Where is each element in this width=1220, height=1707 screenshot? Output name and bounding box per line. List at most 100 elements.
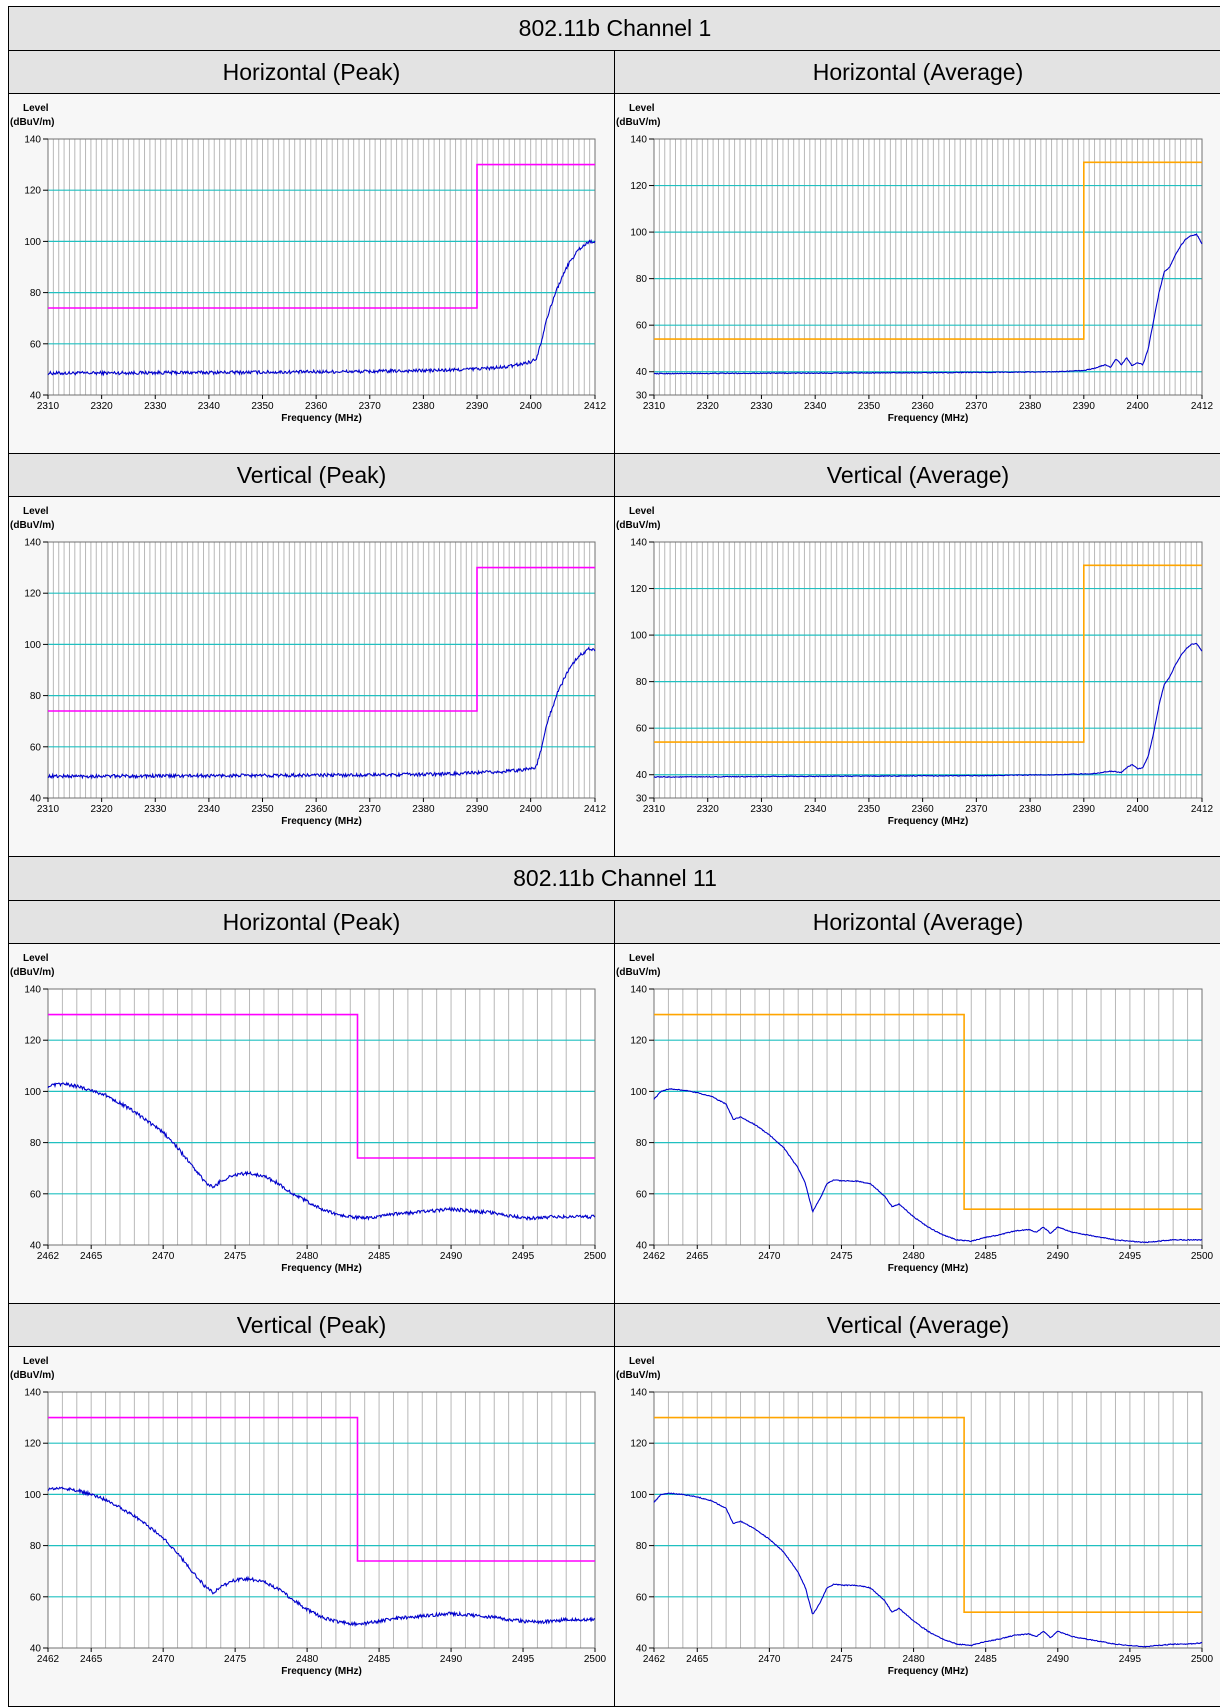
y-axis-unit: (dBuV/m) bbox=[616, 520, 660, 531]
y-tick-label: 100 bbox=[24, 640, 41, 651]
x-axis-label: Frequency (MHz) bbox=[888, 413, 969, 424]
y-tick-label: 60 bbox=[636, 1592, 648, 1603]
x-axis-label: Frequency (MHz) bbox=[888, 1263, 969, 1274]
x-tick-label: 2495 bbox=[1119, 1251, 1142, 1262]
vertical-grid bbox=[53, 542, 589, 798]
y-tick-label: 140 bbox=[24, 1388, 41, 1399]
y-tick-label: 60 bbox=[636, 724, 648, 735]
x-tick-label: 2390 bbox=[1073, 804, 1096, 815]
x-axis-label: Frequency (MHz) bbox=[281, 816, 362, 827]
y-tick-label: 80 bbox=[30, 1138, 42, 1149]
y-tick-label: 100 bbox=[630, 631, 647, 642]
x-tick-label: 2390 bbox=[466, 804, 489, 815]
chart-title-ch11-horizontal-peak: Horizontal (Peak) bbox=[9, 901, 615, 944]
x-tick-label: 2490 bbox=[440, 1251, 463, 1262]
x-tick-label: 2340 bbox=[198, 804, 221, 815]
x-tick-label: 2380 bbox=[412, 804, 435, 815]
y-tick-label: 120 bbox=[24, 1036, 41, 1047]
y-tick-label: 60 bbox=[636, 1189, 648, 1200]
y-tick-label: 80 bbox=[636, 274, 648, 285]
chart-title-ch1-vertical-average: Vertical (Average) bbox=[615, 454, 1220, 497]
x-tick-label: 2412 bbox=[1191, 401, 1214, 412]
x-tick-label: 2350 bbox=[858, 401, 881, 412]
x-tick-label: 2340 bbox=[804, 401, 827, 412]
x-tick-label: 2475 bbox=[224, 1251, 247, 1262]
y-tick-label: 100 bbox=[24, 1087, 41, 1098]
y-tick-label: 30 bbox=[636, 794, 648, 805]
x-tick-label: 2485 bbox=[368, 1251, 391, 1262]
x-tick-label: 2330 bbox=[144, 804, 167, 815]
x-tick-label: 2480 bbox=[902, 1251, 925, 1262]
x-tick-label: 2470 bbox=[758, 1251, 781, 1262]
section-title-channel-11: 802.11b Channel 11 bbox=[9, 857, 1220, 901]
y-tick-label: 140 bbox=[630, 538, 647, 549]
vertical-grid bbox=[659, 139, 1196, 395]
y-axis-unit: (dBuV/m) bbox=[616, 1370, 660, 1381]
y-tick-label: 140 bbox=[24, 538, 41, 549]
y-axis-unit: (dBuV/m) bbox=[616, 117, 660, 128]
x-tick-label: 2380 bbox=[1019, 804, 1042, 815]
y-tick-label: 40 bbox=[30, 794, 42, 805]
y-tick-label: 40 bbox=[636, 770, 648, 781]
x-tick-label: 2490 bbox=[1047, 1654, 1070, 1665]
x-tick-label: 2360 bbox=[305, 804, 328, 815]
x-tick-label: 2330 bbox=[144, 401, 167, 412]
x-tick-label: 2495 bbox=[512, 1654, 535, 1665]
x-tick-label: 2380 bbox=[412, 401, 435, 412]
x-tick-label: 2475 bbox=[224, 1654, 247, 1665]
x-tick-label: 2462 bbox=[643, 1654, 666, 1665]
x-axis-label: Frequency (MHz) bbox=[281, 413, 362, 424]
y-tick-label: 60 bbox=[30, 742, 42, 753]
y-tick-label: 120 bbox=[24, 186, 41, 197]
x-tick-label: 2485 bbox=[368, 1654, 391, 1665]
y-tick-label: 80 bbox=[636, 1541, 648, 1552]
x-tick-label: 2320 bbox=[697, 401, 720, 412]
y-tick-label: 120 bbox=[24, 1439, 41, 1450]
x-axis-label: Frequency (MHz) bbox=[281, 1263, 362, 1274]
x-tick-label: 2495 bbox=[1119, 1654, 1142, 1665]
chart-title-ch1-horizontal-average: Horizontal (Average) bbox=[615, 51, 1220, 94]
y-tick-label: 60 bbox=[636, 321, 648, 332]
x-axis-label: Frequency (MHz) bbox=[888, 1666, 969, 1677]
x-tick-label: 2465 bbox=[686, 1654, 709, 1665]
x-tick-label: 2310 bbox=[37, 804, 60, 815]
x-tick-label: 2310 bbox=[37, 401, 60, 412]
x-tick-label: 2370 bbox=[965, 804, 988, 815]
y-axis-unit: (dBuV/m) bbox=[616, 967, 660, 978]
y-tick-label: 80 bbox=[30, 691, 42, 702]
x-tick-label: 2500 bbox=[1191, 1654, 1214, 1665]
x-tick-label: 2465 bbox=[80, 1654, 103, 1665]
x-axis-label: Frequency (MHz) bbox=[888, 816, 969, 827]
x-tick-label: 2485 bbox=[975, 1251, 998, 1262]
y-tick-label: 40 bbox=[636, 1241, 648, 1252]
x-tick-label: 2462 bbox=[643, 1251, 666, 1262]
x-tick-label: 2490 bbox=[440, 1654, 463, 1665]
y-axis-unit: (dBuV/m) bbox=[10, 1370, 54, 1381]
y-tick-label: 140 bbox=[630, 135, 647, 146]
x-tick-label: 2400 bbox=[1126, 401, 1149, 412]
x-tick-label: 2500 bbox=[1191, 1251, 1214, 1262]
x-tick-label: 2462 bbox=[37, 1654, 60, 1665]
y-tick-label: 120 bbox=[630, 584, 647, 595]
x-tick-label: 2390 bbox=[1073, 401, 1096, 412]
x-tick-label: 2470 bbox=[152, 1251, 175, 1262]
y-axis-unit: (dBuV/m) bbox=[10, 520, 54, 531]
y-axis-unit: (dBuV/m) bbox=[10, 967, 54, 978]
x-tick-label: 2310 bbox=[643, 401, 666, 412]
x-tick-label: 2380 bbox=[1019, 401, 1042, 412]
x-tick-label: 2360 bbox=[912, 401, 935, 412]
y-tick-label: 120 bbox=[630, 1036, 647, 1047]
chart-title-ch1-horizontal-peak: Horizontal (Peak) bbox=[9, 51, 615, 94]
x-tick-label: 2495 bbox=[512, 1251, 535, 1262]
x-tick-label: 2500 bbox=[584, 1654, 607, 1665]
y-tick-label: 80 bbox=[636, 677, 648, 688]
x-tick-label: 2370 bbox=[965, 401, 988, 412]
x-tick-label: 2475 bbox=[830, 1251, 853, 1262]
